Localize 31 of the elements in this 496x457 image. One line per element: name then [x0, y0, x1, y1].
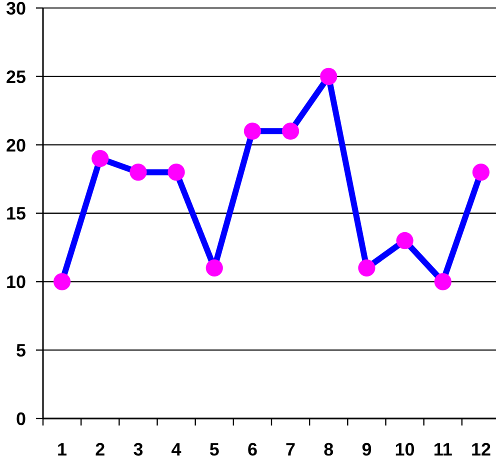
y-tick-label: 20 — [6, 135, 26, 156]
point — [358, 259, 376, 277]
x-tick-label: 6 — [247, 440, 258, 457]
x-tick-label: 12 — [470, 440, 491, 457]
x-tick-label: 11 — [433, 440, 452, 457]
point — [130, 164, 147, 181]
point — [244, 122, 262, 140]
x-tick-label: 10 — [394, 440, 415, 457]
y-tick-label: 15 — [6, 204, 26, 224]
point — [206, 259, 223, 277]
y-tick-label: 25 — [6, 66, 26, 87]
point — [396, 232, 414, 250]
x-tick-label: 8 — [324, 440, 334, 457]
point — [53, 273, 71, 290]
x-tick-label: 9 — [362, 440, 372, 457]
point — [168, 164, 185, 181]
point — [434, 273, 452, 290]
x-tick-label: 7 — [286, 440, 296, 457]
x-tick-label: 1 — [57, 440, 68, 457]
y-tick-label: 10 — [6, 272, 26, 292]
point — [320, 68, 338, 85]
x-tick-label: 5 — [209, 440, 220, 457]
y-tick-label: 30 — [6, 0, 26, 18]
point — [92, 150, 109, 168]
y-tick-label: 0 — [16, 408, 26, 429]
x-tick-label: 2 — [95, 440, 106, 457]
point — [282, 122, 300, 140]
point — [472, 164, 490, 181]
x-tick-label: 4 — [171, 440, 182, 457]
y-tick-label: 5 — [16, 340, 26, 361]
x-tick-label: 3 — [133, 440, 144, 457]
